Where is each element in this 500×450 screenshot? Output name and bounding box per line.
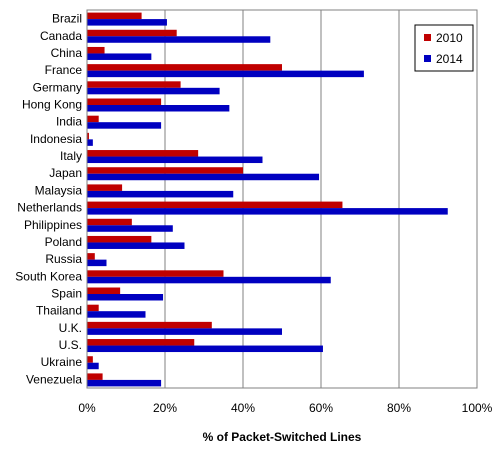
- bar-2010-philippines: [87, 218, 132, 226]
- bar-2014-u-s-: [87, 345, 323, 353]
- legend-swatch-2014: [424, 55, 431, 62]
- bar-2010-u-s-: [87, 339, 195, 346]
- category-label: Malaysia: [35, 183, 83, 197]
- bar-2010-venezuela: [87, 373, 103, 380]
- category-label: Thailand: [36, 304, 82, 318]
- bar-2014-thailand: [87, 311, 146, 318]
- legend-label-2014: 2014: [436, 52, 463, 66]
- bar-2010-brazil: [87, 12, 142, 20]
- bar-2014-hong-kong: [87, 105, 230, 112]
- category-label: Ukraine: [41, 355, 83, 369]
- bar-2014-france: [87, 70, 364, 78]
- legend-box: [414, 24, 474, 72]
- x-tick-label: 80%: [387, 401, 411, 415]
- legend: 2010 2014: [414, 24, 474, 72]
- bar-2010-hong-kong: [87, 98, 162, 105]
- category-label: Germany: [33, 80, 82, 94]
- category-label: South Korea: [15, 269, 82, 283]
- category-label: Venezuela: [26, 372, 82, 386]
- bar-2014-south-korea: [87, 276, 331, 284]
- x-tick-label: 60%: [309, 401, 333, 415]
- bar-2010-russia: [87, 253, 95, 260]
- category-label: Netherlands: [17, 201, 82, 215]
- bar-2010-poland: [87, 235, 152, 243]
- bar-2014-venezuela: [87, 379, 162, 387]
- bar-2014-canada: [87, 36, 271, 43]
- bar-2014-china: [87, 53, 152, 60]
- category-label: Hong Kong: [22, 98, 82, 112]
- bar-2010-u-k-: [87, 321, 212, 329]
- category-label: Poland: [45, 235, 82, 249]
- bar-2010-italy: [87, 150, 199, 157]
- x-axis-ticks: 0% 20% 40% 60% 80% 100%: [78, 401, 492, 415]
- legend-swatch-2010: [424, 34, 431, 41]
- bar-2010-netherlands: [87, 201, 343, 209]
- legend-label-2010: 2010: [436, 31, 463, 45]
- bar-2014-india: [87, 122, 162, 129]
- x-tick-label: 100%: [462, 401, 493, 415]
- bar-2010-malaysia: [87, 184, 123, 191]
- bar-2014-italy: [87, 156, 263, 164]
- bar-2014-netherlands: [87, 208, 448, 215]
- bar-2014-japan: [87, 173, 320, 181]
- x-tick-label: 40%: [231, 401, 255, 415]
- x-tick-label: 20%: [153, 401, 177, 415]
- bar-2014-malaysia: [87, 190, 234, 198]
- bar-2014-ukraine: [87, 362, 99, 370]
- bar-2010-ukraine: [87, 356, 93, 363]
- category-label: Philippines: [24, 218, 82, 232]
- category-label: Italy: [60, 149, 82, 163]
- category-label: Russia: [45, 252, 82, 266]
- category-label: U.S.: [59, 338, 82, 352]
- bar-2010-china: [87, 46, 105, 54]
- bar-2010-japan: [87, 167, 243, 174]
- bar-2010-south-korea: [87, 270, 224, 277]
- x-tick-label: 0%: [78, 401, 96, 415]
- bar-2010-india: [87, 115, 99, 123]
- category-label: U.K.: [59, 321, 82, 335]
- bar-2014-spain: [87, 294, 164, 301]
- bar-2014-u-k-: [87, 328, 282, 335]
- bar-2014-indonesia: [87, 139, 93, 146]
- category-label: France: [45, 63, 83, 77]
- category-label: Canada: [40, 29, 82, 43]
- bar-2010-canada: [87, 29, 177, 37]
- bar-2010-indonesia: [87, 132, 89, 140]
- bar-2010-thailand: [87, 304, 99, 312]
- x-axis-title: % of Packet-Switched Lines: [203, 430, 362, 444]
- bar-2014-poland: [87, 242, 185, 249]
- category-label: Spain: [51, 287, 82, 301]
- category-label: Indonesia: [30, 132, 82, 146]
- category-label: India: [56, 115, 82, 129]
- category-label: Brazil: [52, 12, 82, 26]
- category-label: Japan: [49, 166, 82, 180]
- bar-2014-germany: [87, 87, 220, 95]
- bar-2014-philippines: [87, 225, 173, 232]
- bar-2010-spain: [87, 287, 121, 294]
- bar-2010-france: [87, 64, 282, 71]
- category-label: China: [51, 46, 83, 60]
- bar-2010-germany: [87, 81, 181, 88]
- bars: [87, 12, 448, 387]
- category-labels: Brazil Canada China France Germany Hong Kong I…: [15, 12, 82, 387]
- bar-2014-russia: [87, 259, 107, 267]
- bar-2014-brazil: [87, 19, 167, 26]
